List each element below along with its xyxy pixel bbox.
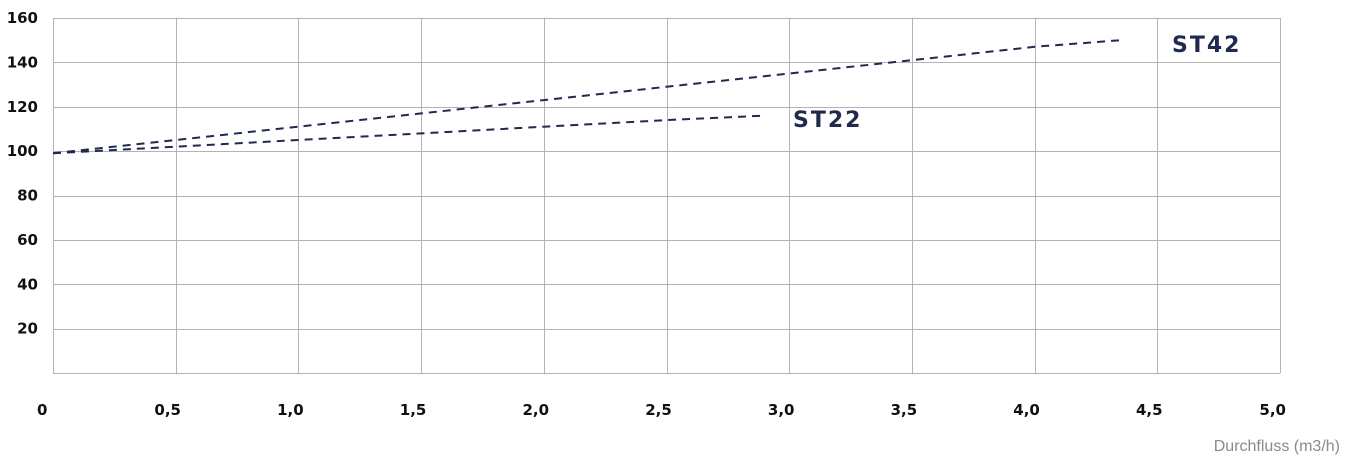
x-tick-label: 2,0 xyxy=(523,401,550,419)
x-tick-label: 2,5 xyxy=(645,401,672,419)
x-tick-label: 3,5 xyxy=(891,401,918,419)
series-label-st22: ST22 xyxy=(793,108,862,133)
x-tick-label: 5,0 xyxy=(1259,401,1286,419)
y-tick-label: 160 xyxy=(7,9,38,27)
series-label-st42: ST42 xyxy=(1172,33,1241,58)
y-tick-label: 80 xyxy=(17,187,38,205)
x-tick-label: 4,5 xyxy=(1136,401,1163,419)
x-tick-label: 0 xyxy=(37,401,47,419)
x-tick-label: 0,5 xyxy=(154,401,181,419)
y-tick-label: 120 xyxy=(7,98,38,116)
series-lines xyxy=(52,39,1121,155)
y-tick-label: 40 xyxy=(17,275,38,293)
y-tick-label: 20 xyxy=(17,320,38,338)
y-axis-ticks: 20 40 60 80 100 120 140 160 xyxy=(7,9,38,338)
y-tick-label: 100 xyxy=(7,142,38,160)
y-tick-label: 60 xyxy=(17,231,38,249)
x-tick-label: 1,0 xyxy=(277,401,304,419)
x-tick-label: 4,0 xyxy=(1013,401,1040,419)
series-line-st22 xyxy=(52,114,765,155)
series-line-st42 xyxy=(52,39,1121,155)
x-axis-ticks: 0 0,5 1,0 1,5 2,0 2,5 3,0 3,5 4,0 4,5 5,0 xyxy=(37,401,1286,419)
x-tick-label: 1,5 xyxy=(400,401,427,419)
series-labels: ST42 ST22 xyxy=(793,33,1241,133)
grid xyxy=(53,18,1281,374)
x-axis-title: Durchfluss (m3/h) xyxy=(1214,438,1340,455)
x-tick-label: 3,0 xyxy=(768,401,795,419)
y-tick-label: 140 xyxy=(7,53,38,71)
